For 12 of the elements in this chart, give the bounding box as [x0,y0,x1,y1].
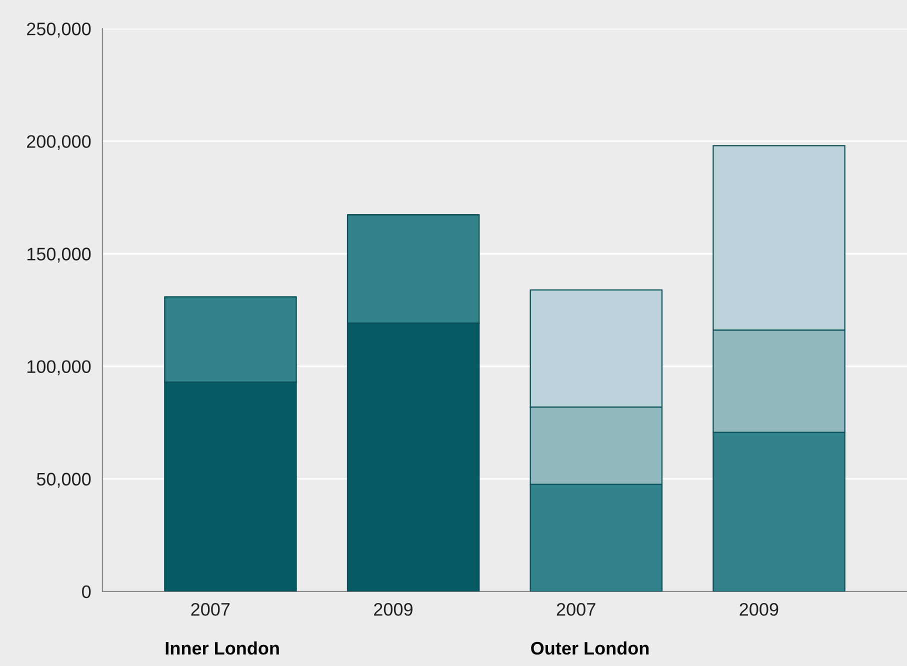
y-tick-label: 0 [82,585,91,598]
y-tick-label: 200,000 [27,135,91,150]
y-tick-label: 250,000 [27,22,91,38]
text: Outer London [531,641,649,655]
x-tick-label: 2007 [191,602,230,616]
y-tick-label: 50,000 [36,472,91,488]
y-tick-label: 100,000 [27,360,91,376]
x-tick-label: 2007 [556,602,596,616]
x-tick-label: 2009 [374,602,412,616]
text: Inner London [166,641,279,655]
x-tick-label: 2009 [740,602,778,616]
y-tick-label: 150,000 [27,248,91,263]
